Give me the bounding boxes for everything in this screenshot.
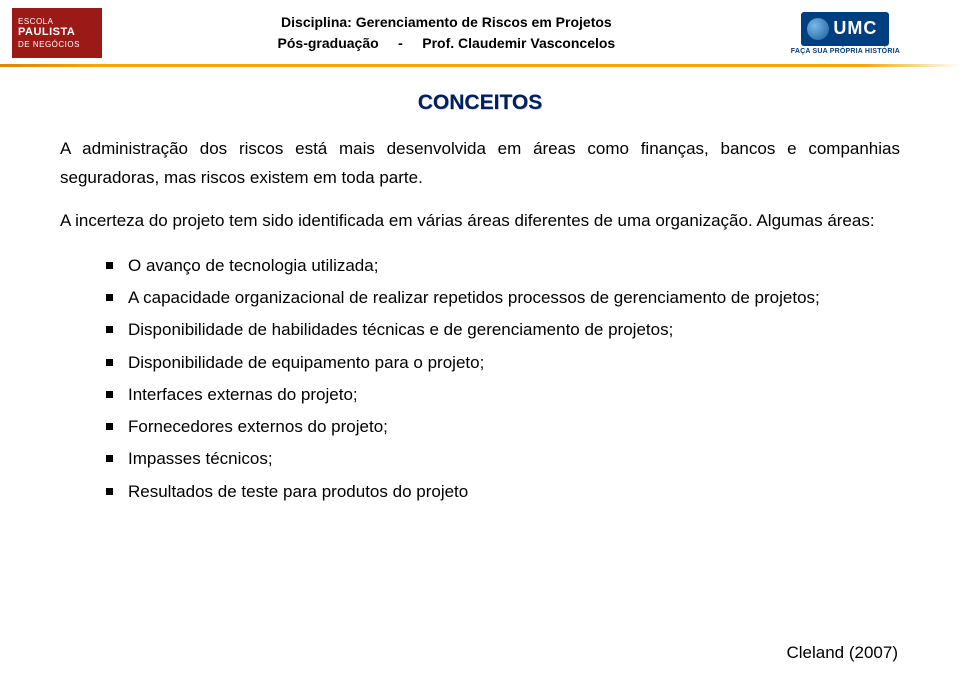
paragraph-1: A administração dos riscos está mais des… xyxy=(60,135,900,193)
paragraph-2: A incerteza do projeto tem sido identifi… xyxy=(60,207,900,236)
list-item: Impasses técnicos; xyxy=(106,443,900,475)
logo-left-line3: DE NEGÓCIOS xyxy=(18,40,96,50)
slide-content: CONCEITOS A administração dos riscos est… xyxy=(0,67,960,518)
slide-header: ESCOLA PAULISTA DE NEGÓCIOS Disciplina: … xyxy=(0,0,960,62)
list-item: Fornecedores externos do projeto; xyxy=(106,411,900,443)
umc-tagline: FAÇA SUA PRÓPRIA HISTÓRIA xyxy=(791,48,900,55)
course-line: Pós-graduação - Prof. Claudemir Vasconce… xyxy=(278,33,616,54)
discipline-value: Gerenciamento de Riscos em Projetos xyxy=(356,14,612,30)
list-item: O avanço de tecnologia utilizada; xyxy=(106,250,900,282)
course-right: Prof. Claudemir Vasconcelos xyxy=(422,35,615,51)
umc-globe-icon xyxy=(807,18,829,40)
list-item: Disponibilidade de habilidades técnicas … xyxy=(106,314,900,346)
list-item: Interfaces externas do projeto; xyxy=(106,379,900,411)
umc-text: UMC xyxy=(833,18,877,39)
discipline-label: Disciplina: xyxy=(281,14,352,30)
course-sep: - xyxy=(398,35,403,51)
umc-box: UMC xyxy=(801,12,889,46)
logo-left-line1: ESCOLA xyxy=(18,17,96,27)
umc-logo: UMC FAÇA SUA PRÓPRIA HISTÓRIA xyxy=(791,12,900,55)
discipline-line: Disciplina: Gerenciamento de Riscos em P… xyxy=(278,12,616,33)
escola-paulista-logo: ESCOLA PAULISTA DE NEGÓCIOS xyxy=(12,8,102,58)
course-left: Pós-graduação xyxy=(278,35,379,51)
list-item: A capacidade organizacional de realizar … xyxy=(106,282,900,314)
bullet-list: O avanço de tecnologia utilizada; A capa… xyxy=(60,250,900,508)
logo-left-line2: PAULISTA xyxy=(18,26,96,39)
list-item: Disponibilidade de equipamento para o pr… xyxy=(106,347,900,379)
list-item: Resultados de teste para produtos do pro… xyxy=(106,476,900,508)
slide-title: CONCEITOS xyxy=(60,91,900,115)
citation: Cleland (2007) xyxy=(786,643,898,663)
header-center-text: Disciplina: Gerenciamento de Riscos em P… xyxy=(278,12,616,54)
